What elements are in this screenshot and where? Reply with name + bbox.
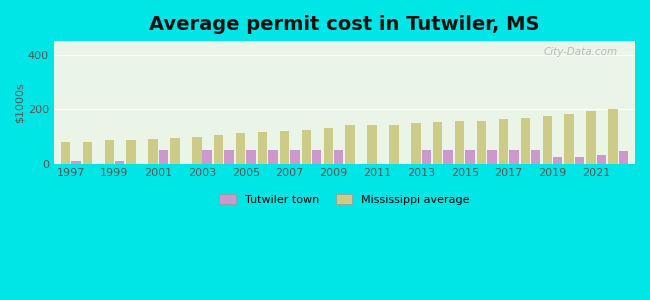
Bar xyxy=(268,150,278,164)
Bar xyxy=(302,130,311,164)
Bar xyxy=(203,150,212,164)
Bar xyxy=(126,140,136,164)
Bar xyxy=(421,150,431,164)
Y-axis label: $1000s: $1000s xyxy=(15,82,25,123)
Text: City-Data.com: City-Data.com xyxy=(543,47,618,57)
Bar xyxy=(280,131,289,164)
Bar xyxy=(597,155,606,164)
Bar xyxy=(214,135,224,164)
Bar xyxy=(389,124,398,164)
Bar xyxy=(553,157,562,164)
Bar xyxy=(345,125,355,164)
Bar xyxy=(224,150,234,164)
Title: Average permit cost in Tutwiler, MS: Average permit cost in Tutwiler, MS xyxy=(149,15,540,34)
Bar xyxy=(71,161,81,164)
Bar xyxy=(334,150,343,164)
Bar xyxy=(488,150,497,164)
Bar xyxy=(148,139,158,164)
Bar xyxy=(531,150,540,164)
Bar xyxy=(443,150,453,164)
Bar xyxy=(192,137,202,164)
Bar xyxy=(608,109,618,164)
Bar xyxy=(499,119,508,164)
Bar xyxy=(115,161,124,164)
Bar xyxy=(258,132,267,164)
Bar xyxy=(477,121,486,164)
Bar xyxy=(312,150,322,164)
Bar xyxy=(324,128,333,164)
Bar xyxy=(83,142,92,164)
Bar xyxy=(455,121,464,164)
Bar xyxy=(411,123,421,164)
Bar xyxy=(367,124,377,164)
Bar xyxy=(170,138,179,164)
Bar xyxy=(433,122,443,164)
Bar xyxy=(575,157,584,164)
Bar xyxy=(246,150,255,164)
Bar xyxy=(543,116,552,164)
Bar xyxy=(465,150,474,164)
Bar xyxy=(509,150,519,164)
Bar xyxy=(236,133,245,164)
Bar xyxy=(105,140,114,164)
Bar xyxy=(290,150,300,164)
Bar xyxy=(60,142,70,164)
Bar xyxy=(159,150,168,164)
Bar xyxy=(619,151,628,164)
Legend: Tutwiler town, Mississippi average: Tutwiler town, Mississippi average xyxy=(214,190,474,209)
Bar xyxy=(521,118,530,164)
Bar xyxy=(564,114,574,164)
Bar xyxy=(586,111,596,164)
